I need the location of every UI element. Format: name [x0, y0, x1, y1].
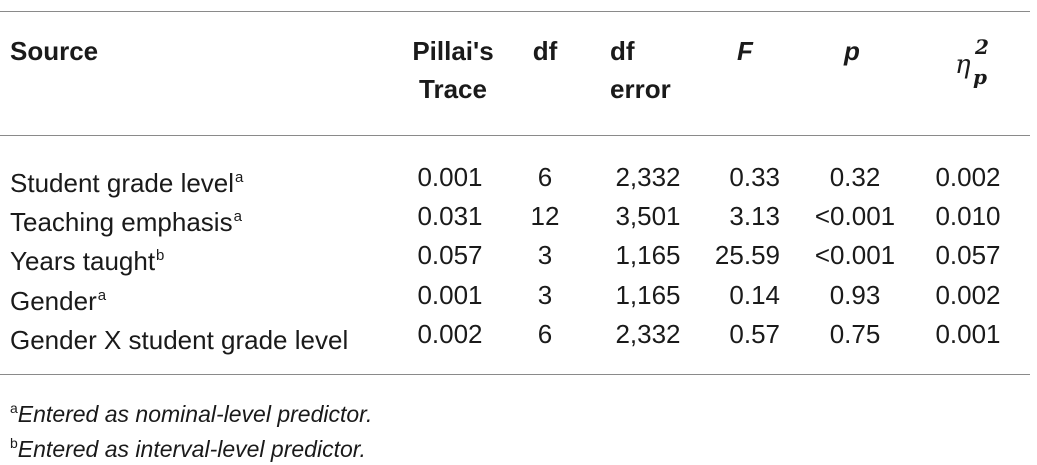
eta-symbol: η	[955, 50, 971, 80]
footnote-marker: b	[156, 247, 165, 264]
row-df-error: 3,501	[615, 201, 681, 231]
row-df-error: 1,165	[615, 240, 681, 270]
row-p: <0.001	[814, 201, 896, 231]
row-p: 0.93	[829, 280, 881, 310]
table-row: Teaching emphasisa 0.031 12 3,501 3.13 <…	[0, 197, 1037, 237]
row-eta: 0.010	[935, 201, 1001, 231]
header-df-error-line2: error	[610, 74, 671, 104]
table-row: Gendera 0.001 3 1,165 0.14 0.93 0.002	[0, 276, 1037, 316]
header-p: p	[844, 36, 860, 66]
footnote-marker: a	[233, 208, 242, 225]
row-p: 0.32	[829, 162, 881, 192]
table-row: Student grade levela 0.001 6 2,332 0.33 …	[0, 158, 1037, 198]
row-f: 0.33	[729, 162, 780, 192]
table-top-rule	[0, 11, 1030, 12]
row-source: Teaching emphasisa	[10, 207, 242, 237]
row-source: Student grade levela	[10, 168, 244, 198]
row-eta: 0.001	[935, 319, 1001, 349]
row-f: 3.13	[729, 201, 780, 231]
row-df: 3	[537, 280, 553, 310]
table-bottom-rule	[0, 374, 1030, 375]
footnote-b-marker: b	[10, 435, 18, 451]
row-f: 25.59	[714, 240, 780, 270]
row-df: 6	[537, 319, 553, 349]
row-df: 12	[530, 201, 560, 231]
row-eta: 0.002	[935, 280, 1001, 310]
header-source: Source	[10, 36, 99, 66]
header-pillais-line2: Trace	[419, 74, 487, 104]
row-source: Gender X student grade level	[10, 325, 349, 355]
row-df-error: 2,332	[615, 319, 681, 349]
row-f: 0.14	[729, 280, 780, 310]
eta-superscript: 2	[975, 35, 989, 59]
row-eta: 0.057	[935, 240, 1001, 270]
header-pillais-trace: Pillai's Trace	[408, 32, 498, 108]
header-df-error: df error	[610, 32, 690, 108]
row-df-error: 2,332	[615, 162, 681, 192]
row-pillai: 0.002	[417, 319, 483, 349]
row-p: 0.75	[829, 319, 881, 349]
footnote-a-marker: a	[10, 400, 18, 416]
row-pillai: 0.001	[417, 280, 483, 310]
footnote-b: bEntered as interval-level predictor.	[10, 428, 366, 464]
header-df-error-line1: df	[610, 36, 635, 66]
row-pillai: 0.031	[417, 201, 483, 231]
eta-subscript: p	[973, 65, 987, 89]
footnote-marker: a	[235, 169, 244, 186]
table-row: Years taughtb 0.057 3 1,165 25.59 <0.001…	[0, 236, 1037, 276]
row-df: 6	[537, 162, 553, 192]
header-bottom-rule	[0, 135, 1030, 136]
row-source: Years taughtb	[10, 246, 165, 276]
header-df: df	[532, 36, 558, 66]
row-f: 0.57	[729, 319, 780, 349]
row-df-error: 1,165	[615, 280, 681, 310]
footnote-a: aEntered as nominal-level predictor.	[10, 393, 372, 429]
row-source: Gendera	[10, 286, 107, 316]
row-eta: 0.002	[935, 162, 1001, 192]
header-partial-eta-squared: η 2 p	[955, 35, 989, 89]
table-row: Gender X student grade level 0.002 6 2,3…	[0, 315, 1037, 355]
row-pillai: 0.001	[417, 162, 483, 192]
header-pillais-line1: Pillai's	[412, 36, 494, 66]
row-pillai: 0.057	[417, 240, 483, 270]
header-f: F	[737, 36, 753, 66]
footnote-b-text: Entered as interval-level predictor.	[17, 436, 366, 462]
row-p: <0.001	[814, 240, 896, 270]
row-df: 3	[537, 240, 553, 270]
footnote-marker: a	[97, 287, 107, 304]
footnote-a-text: Entered as nominal-level predictor.	[17, 401, 373, 427]
